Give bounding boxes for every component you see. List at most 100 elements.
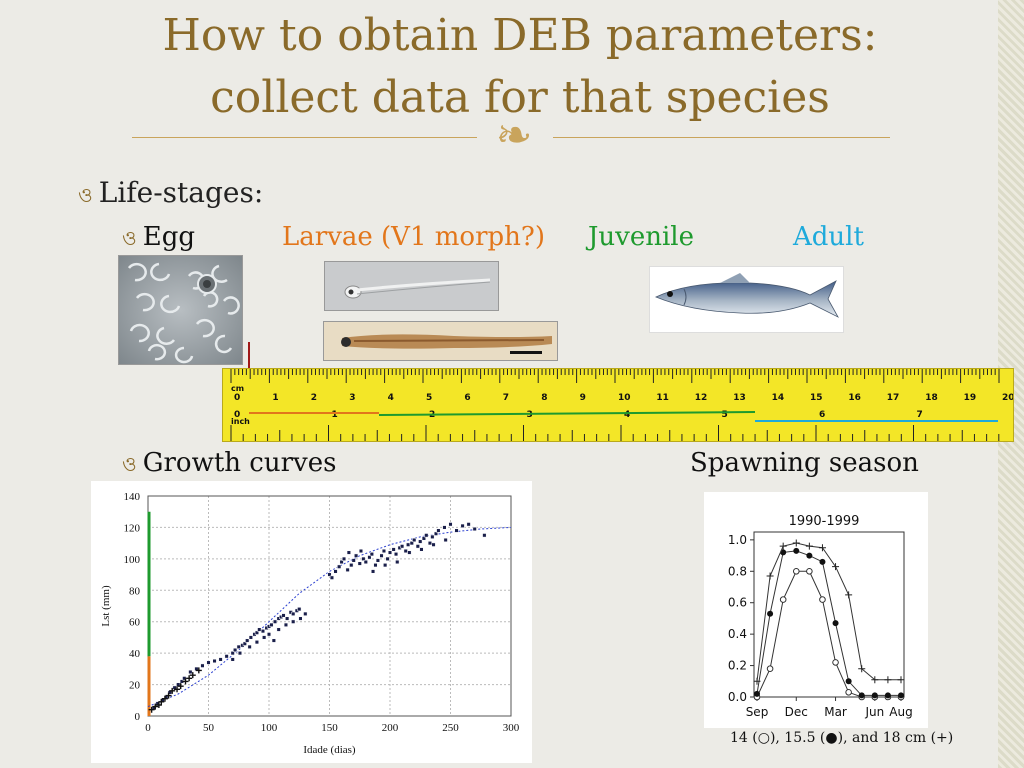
ruler-cm-tick-label: 12 xyxy=(695,393,708,403)
growth-data-point xyxy=(466,522,471,527)
spawning-point-open xyxy=(766,665,774,673)
stage-egg-label: Egg xyxy=(142,222,196,252)
growth-larva-point xyxy=(155,702,162,708)
spawning-point-filled xyxy=(767,610,774,617)
growth-data-point xyxy=(412,537,417,543)
growth-data-point xyxy=(327,572,332,577)
growth-data-point xyxy=(245,638,250,643)
growth-data-point xyxy=(218,657,223,662)
growth-data-point xyxy=(182,676,187,681)
ruler-cm-tick-label: 20 xyxy=(1002,393,1013,403)
spawning-plot-frame xyxy=(753,531,905,698)
ruler-cm-tick-label: 0 xyxy=(234,393,240,403)
growth-data-point xyxy=(442,525,447,530)
growth-y-tick-label: 140 xyxy=(124,491,141,503)
growth-data-point xyxy=(395,559,400,565)
growth-y-tick-label: 60 xyxy=(129,617,141,629)
spawning-point-plus xyxy=(871,676,879,684)
ruler-cm-tick-label: 10 xyxy=(618,393,631,403)
ruler-inch-unit-label: inch xyxy=(231,417,250,426)
ruler-cm-tick-label: 18 xyxy=(925,393,938,403)
ruler-image: 01234567891011121314151617181920cm012345… xyxy=(222,368,1020,442)
spawning-point-filled xyxy=(898,692,904,699)
growth-data-point xyxy=(358,548,364,554)
growth-x-tick-label: 100 xyxy=(261,722,278,734)
ruler-cm-tick-label: 15 xyxy=(810,393,823,403)
growth-data-point xyxy=(433,531,439,536)
spawning-point-open xyxy=(832,659,839,666)
larva-early-photo xyxy=(324,261,499,311)
growth-data-point xyxy=(387,550,393,555)
growth-larva-point xyxy=(189,672,196,679)
growth-data-point xyxy=(351,558,356,563)
spawning-y-tick-label: 1.0 xyxy=(728,533,747,547)
growth-data-point xyxy=(430,534,435,539)
spawning-chart-caption: 14 (○), 15.5 (●), and 18 cm (+) xyxy=(730,730,954,746)
growth-data-point xyxy=(188,669,193,675)
growth-x-tick-label: 150 xyxy=(321,722,338,734)
slide-title-line-1: How to obtain DEB parameters: xyxy=(162,10,878,61)
growth-data-point xyxy=(357,561,362,566)
growth-data-point xyxy=(247,644,252,649)
title-divider-right xyxy=(553,137,890,138)
growth-data-point xyxy=(421,536,426,541)
ruler-inch-tick-label: 1 xyxy=(332,410,338,420)
spawning-x-tick-label: Dec xyxy=(785,705,808,719)
growth-data-point xyxy=(254,630,259,635)
growth-larva-point xyxy=(174,686,181,693)
stage-juvenile-label: Juvenile xyxy=(588,222,695,252)
spawning-point-plus xyxy=(832,563,840,571)
growth-larva-point xyxy=(158,698,165,705)
ruler-juvenile-range-line xyxy=(378,411,756,416)
spawning-y-tick-label: 0.4 xyxy=(728,627,747,641)
growth-data-point xyxy=(349,563,354,568)
ruler-cm-tick-label: 14 xyxy=(772,393,785,403)
ruler-cm-tick-label: 9 xyxy=(580,393,586,403)
growth-y-axis-label: Lst (mm) xyxy=(100,585,112,627)
growth-data-point xyxy=(371,569,376,574)
growth-data-point xyxy=(254,640,259,645)
growth-data-point xyxy=(415,544,420,549)
spawning-point-plus xyxy=(845,591,853,599)
stage-larvae-label: Larvae (V1 morph?) xyxy=(282,222,545,252)
fleuron-ornament-icon: ❧ xyxy=(495,110,533,161)
ruler-cm-tick-label: 13 xyxy=(733,393,746,403)
growth-data-point xyxy=(394,552,399,557)
spawning-point-filled xyxy=(858,692,865,699)
ruler-cm-tick-label: 3 xyxy=(349,393,355,403)
growth-data-point xyxy=(406,542,411,547)
growth-data-point xyxy=(418,539,423,544)
spawning-point-plus xyxy=(766,572,774,580)
spawning-season-label: Spawning season xyxy=(690,448,919,478)
growth-data-point xyxy=(230,651,235,656)
growth-curves-label: Growth curves xyxy=(142,448,337,478)
growth-data-point xyxy=(266,632,272,637)
growth-data-point xyxy=(271,638,276,643)
growth-data-point xyxy=(409,541,414,546)
growth-data-point xyxy=(375,558,380,563)
growth-data-point xyxy=(291,611,296,616)
ruler-cm-tick-label: 19 xyxy=(964,393,977,403)
spawning-point-plus xyxy=(897,676,905,684)
growth-larva-point xyxy=(177,683,184,690)
growth-data-point xyxy=(385,556,390,561)
growth-y-tick-label: 80 xyxy=(129,585,141,597)
growth-larva-point xyxy=(182,678,189,685)
growth-data-point xyxy=(233,647,238,653)
growth-data-point xyxy=(297,607,302,612)
growth-y-tick-label: 20 xyxy=(129,680,141,692)
growth-data-point xyxy=(262,635,267,640)
growth-data-point xyxy=(472,526,477,532)
growth-larva-point xyxy=(169,687,176,694)
spawning-point-filled xyxy=(884,692,891,699)
growth-data-point xyxy=(443,537,448,543)
spawning-point-open xyxy=(779,596,787,603)
spawning-point-filled xyxy=(845,678,852,685)
spawning-point-filled xyxy=(806,552,813,559)
spawning-point-open xyxy=(845,688,852,696)
ruler-cm-tick-label: 4 xyxy=(388,393,394,403)
growth-data-point xyxy=(276,627,281,632)
spawning-y-tick-label: 0.8 xyxy=(728,564,747,578)
bullet-growth-curves: ও Growth curves xyxy=(122,448,336,483)
ruler-cm-tick-label: 7 xyxy=(503,393,509,403)
